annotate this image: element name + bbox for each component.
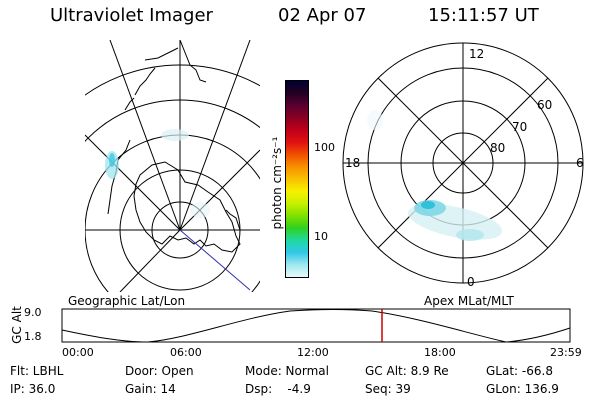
right-aurora-emission bbox=[367, 110, 503, 241]
colorbar-gradient bbox=[286, 81, 308, 277]
timeline-xtick-0: 00:00 bbox=[62, 346, 94, 359]
status-door: Door: Open bbox=[125, 364, 194, 378]
mlt-label-6: 6 bbox=[576, 156, 584, 170]
status-mode: Mode: Normal bbox=[245, 364, 329, 378]
mlat-label-60: 60 bbox=[537, 98, 553, 112]
mlat-label-70: 70 bbox=[512, 120, 528, 134]
orbit-track bbox=[179, 229, 251, 291]
colorbar-tick-100: 100 bbox=[314, 141, 335, 154]
status-gc-alt: GC Alt: 8.9 Re bbox=[365, 364, 449, 378]
time-label: 15:11:57 UT bbox=[428, 5, 539, 26]
timeline-ytick-high: 9.0 bbox=[24, 306, 42, 319]
status-dsp: Dsp: -4.9 bbox=[245, 382, 311, 396]
status-gain: Gain: 14 bbox=[125, 382, 176, 396]
status-seq: Seq: 39 bbox=[365, 382, 411, 396]
date-label: 02 Apr 07 bbox=[278, 5, 367, 26]
mlt-polar-grid bbox=[342, 42, 584, 284]
colorbar bbox=[285, 80, 309, 278]
geographic-grid bbox=[85, 40, 260, 292]
timeline-xtick-4: 23:59 bbox=[550, 346, 582, 359]
mlt-label-18: 18 bbox=[345, 156, 361, 170]
right-projection-label: Apex MLat/MLT bbox=[424, 294, 514, 308]
left-aurora-emission bbox=[105, 129, 210, 218]
altitude-curve bbox=[61, 309, 571, 343]
mlat-label-80: 80 bbox=[490, 141, 506, 155]
timeline-axis-label: GC Alt bbox=[10, 306, 24, 344]
status-glon: GLon: 136.9 bbox=[486, 382, 559, 396]
status-glat: GLat: -66.8 bbox=[486, 364, 553, 378]
timeline-ytick-low: 1.8 bbox=[24, 330, 42, 343]
instrument-title: Ultraviolet Imager bbox=[50, 5, 213, 26]
left-projection-label: Geographic Lat/Lon bbox=[68, 294, 186, 308]
mlt-label-12: 12 bbox=[469, 47, 485, 61]
status-filter: Flt: LBHL bbox=[10, 364, 64, 378]
timeline-xtick-2: 12:00 bbox=[297, 346, 329, 359]
timeline-xtick-3: 18:00 bbox=[424, 346, 456, 359]
timeline-xtick-1: 06:00 bbox=[170, 346, 202, 359]
colorbar-tick-10: 10 bbox=[314, 230, 328, 243]
mlt-label-0: 0 bbox=[467, 275, 475, 289]
status-ip: IP: 36.0 bbox=[10, 382, 56, 396]
